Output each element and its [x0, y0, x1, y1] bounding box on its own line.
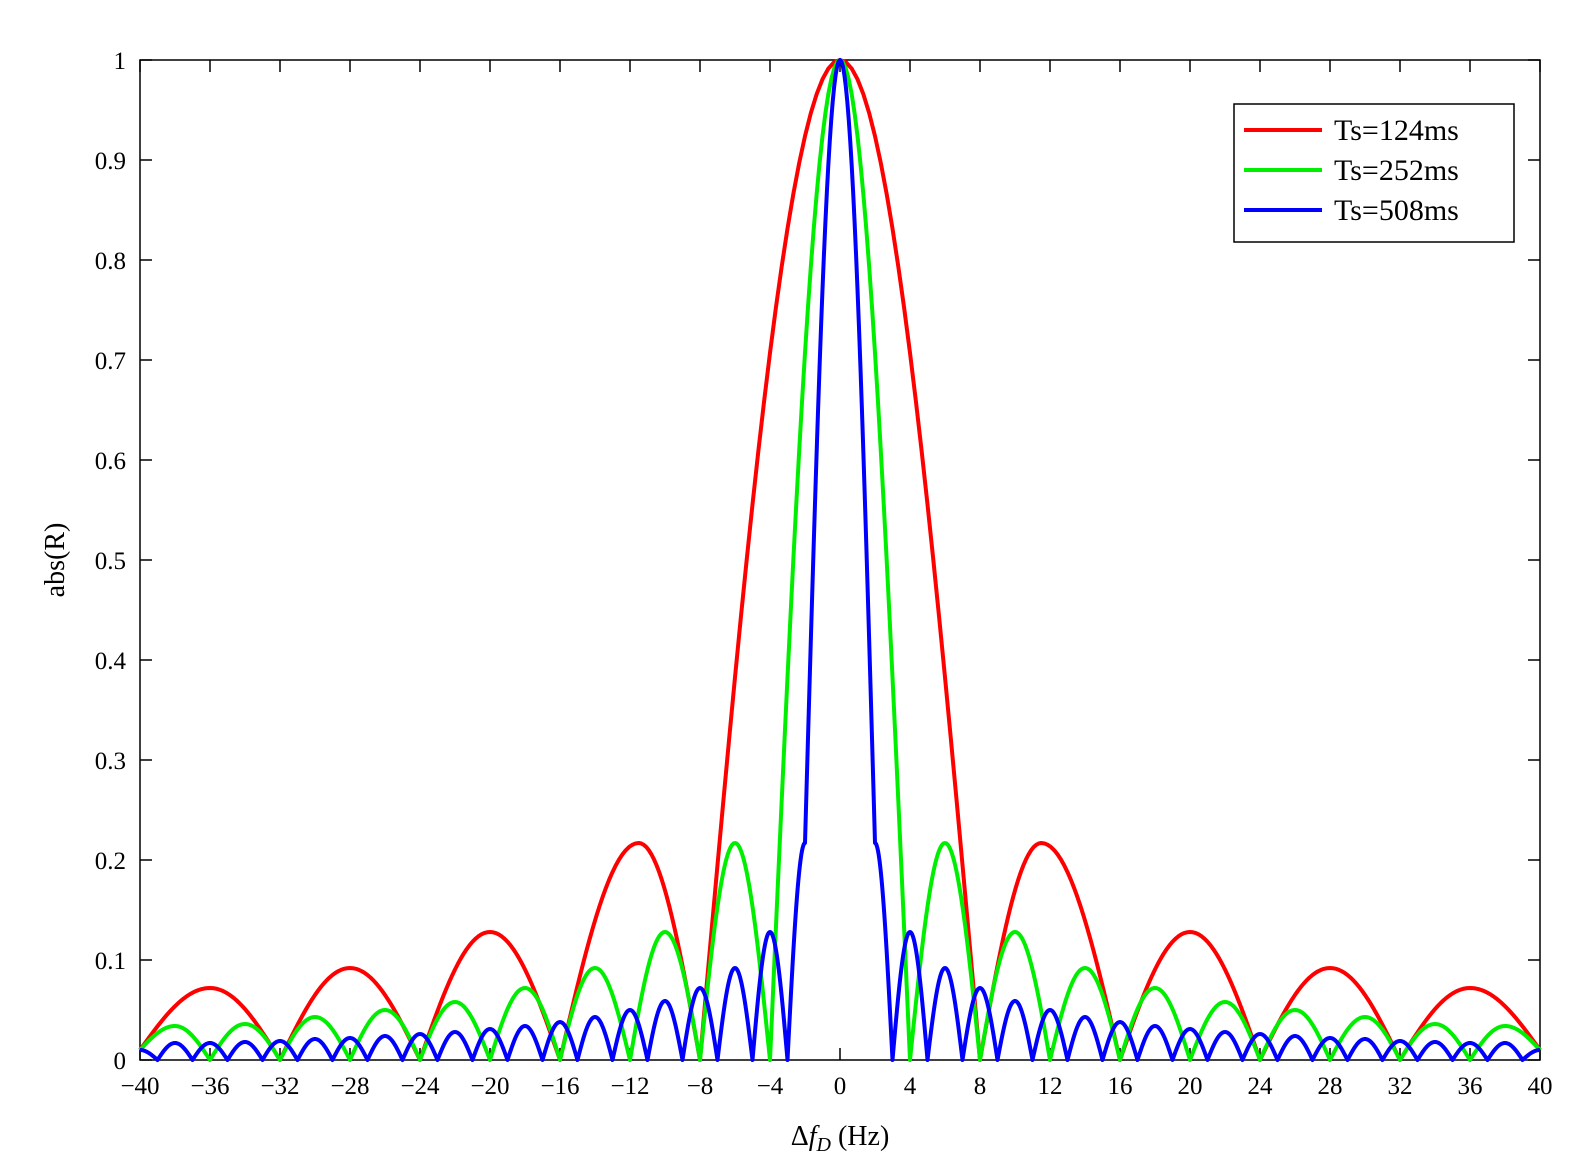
x-tick-label: −24 — [400, 1073, 440, 1100]
x-tick-label: 0 — [834, 1073, 847, 1100]
y-tick-label: 0.2 — [95, 848, 126, 875]
y-tick-label: 0.7 — [95, 348, 126, 375]
y-tick-label: 0.3 — [95, 748, 126, 775]
legend-label-1: Ts=252ms — [1334, 154, 1459, 187]
x-axis-label: ΔfD (Hz) — [791, 1121, 890, 1156]
x-axis-label-delta: Δ — [791, 1121, 809, 1152]
x-tick-label: 4 — [904, 1073, 917, 1100]
x-tick-label: 40 — [1528, 1073, 1553, 1100]
y-tick-label: 0.8 — [95, 248, 126, 275]
x-tick-label: 12 — [1038, 1073, 1063, 1100]
x-tick-label: 28 — [1318, 1073, 1343, 1100]
x-tick-label: 24 — [1248, 1073, 1274, 1100]
y-tick-label: 0.1 — [95, 948, 126, 975]
y-tick-label: 0.4 — [95, 648, 127, 675]
series-line-2 — [138, 58, 1542, 1062]
x-axis-label-var: f — [809, 1121, 820, 1152]
x-tick-label: −4 — [757, 1073, 784, 1100]
x-tick-label: −32 — [260, 1073, 299, 1100]
x-tick-label: −12 — [610, 1073, 649, 1100]
tick-labels: −40 −36 −32 −28 −24 −20 −16 −12 −8 −4 0 4 8 12 16 20 24 2… — [95, 48, 1553, 1100]
legend-label-0: Ts=124ms — [1334, 114, 1459, 147]
legend: Ts=124ms Ts=252ms Ts=508ms — [1233, 103, 1515, 243]
series-lines — [138, 58, 1542, 1062]
x-tick-label: 8 — [974, 1073, 987, 1100]
x-tick-label: 20 — [1178, 1073, 1203, 1100]
x-tick-label: 36 — [1458, 1073, 1483, 1100]
x-axis-label-sub: D — [816, 1134, 832, 1156]
legend-box — [1233, 103, 1515, 243]
x-tick-label: −28 — [330, 1073, 369, 1100]
y-tick-label: 0.9 — [95, 148, 126, 175]
y-tick-label: 1 — [114, 48, 127, 75]
x-tick-label: −36 — [190, 1073, 229, 1100]
y-axis-label: abs(R) — [40, 523, 71, 598]
y-tick-label: 0.5 — [95, 548, 126, 575]
x-tick-label: −16 — [540, 1073, 579, 1100]
x-tick-label: 32 — [1388, 1073, 1413, 1100]
x-tick-label: −8 — [687, 1073, 714, 1100]
x-tick-label: −20 — [470, 1073, 509, 1100]
x-tick-label: 16 — [1108, 1073, 1133, 1100]
y-tick-label: 0.6 — [95, 448, 126, 475]
x-axis-label-unit: (Hz) — [831, 1121, 889, 1152]
legend-label-2: Ts=508ms — [1334, 194, 1459, 227]
x-tick-label: −40 — [120, 1073, 159, 1100]
y-tick-label: 0 — [114, 1048, 127, 1075]
